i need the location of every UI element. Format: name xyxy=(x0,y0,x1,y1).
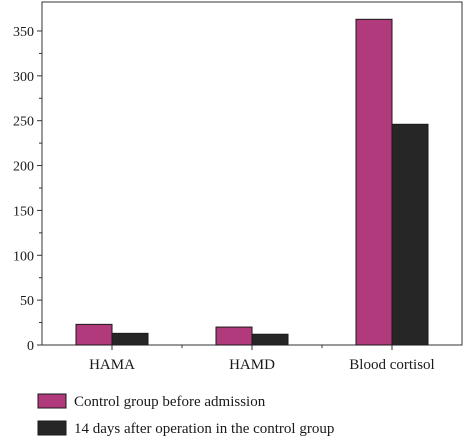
legend-swatch xyxy=(37,420,67,436)
legend-label: Control group before admission xyxy=(74,394,266,410)
y-tick-label: 50 xyxy=(20,294,34,309)
legend-swatch xyxy=(37,393,67,409)
x-category-label: HAMD xyxy=(229,357,275,373)
y-tick-label: 100 xyxy=(13,249,34,264)
bar xyxy=(111,332,149,346)
y-tick-label: 250 xyxy=(13,115,34,130)
y-tick-label: 200 xyxy=(13,160,34,175)
bar xyxy=(355,18,393,346)
x-category-label: Blood cortisol xyxy=(349,357,434,373)
bar xyxy=(75,323,113,346)
bar xyxy=(391,123,429,346)
bars xyxy=(75,18,429,346)
legend-label: 14 days after operation in the control g… xyxy=(74,421,334,436)
y-tick-label: 300 xyxy=(13,70,34,85)
y-tick-label: 350 xyxy=(13,25,34,40)
bar xyxy=(215,326,253,346)
y-axis: 0 50 100 150 200 250 300 350 xyxy=(13,25,42,354)
x-axis: HAMA HAMD Blood cortisol xyxy=(89,345,435,373)
legend: Control group before admission 14 days af… xyxy=(37,393,334,436)
bar xyxy=(251,333,289,346)
x-category-label: HAMA xyxy=(89,357,135,373)
y-tick-label: 150 xyxy=(13,204,34,219)
y-tick-label: 0 xyxy=(27,339,34,354)
